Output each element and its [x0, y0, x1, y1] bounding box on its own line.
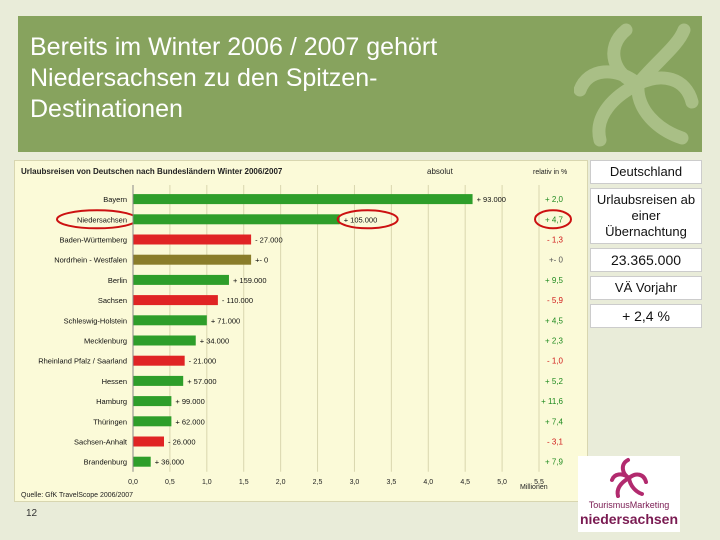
- bar: [133, 436, 165, 447]
- x-tick-label: 2,0: [276, 479, 286, 486]
- x-tick-label: 4,5: [460, 479, 470, 486]
- category-label: Berlin: [108, 276, 127, 285]
- relative-change-label: + 4,7: [545, 215, 564, 224]
- logo-swirl-icon: [610, 458, 648, 498]
- bar: [133, 355, 185, 366]
- bar: [133, 416, 172, 427]
- bar-change-label: + 36.000: [155, 458, 184, 467]
- x-tick-label: 3,5: [386, 479, 396, 486]
- category-label: Baden-Württemberg: [59, 236, 127, 245]
- bar: [133, 375, 184, 386]
- category-label: Sachsen: [98, 296, 127, 305]
- category-label: Hessen: [102, 377, 127, 386]
- category-label: Thüringen: [93, 417, 127, 426]
- relative-change-label: + 11,6: [541, 397, 563, 406]
- bar-change-label: - 21.000: [189, 357, 217, 366]
- relative-change-label: + 7,9: [545, 458, 564, 467]
- category-label: Schleswig-Holstein: [64, 316, 127, 325]
- highlight-ring: [336, 209, 399, 230]
- relative-change-label: - 5,9: [547, 296, 564, 305]
- bar-change-label: + 105.000: [344, 215, 378, 224]
- relative-change-label: + 9,5: [545, 276, 564, 285]
- category-label: Sachsen-Anhalt: [74, 438, 128, 447]
- relative-change-label: - 1,3: [547, 236, 564, 245]
- highlight-ring: [534, 209, 572, 230]
- bar-change-label: - 26.000: [168, 438, 196, 447]
- slide-number: 12: [26, 508, 38, 519]
- bar: [133, 234, 252, 245]
- category-label: Mecklenburg: [84, 337, 127, 346]
- bar-change-label: + 62.000: [175, 417, 204, 426]
- bar-change-label: - 110.000: [222, 296, 253, 305]
- category-label: Brandenburg: [84, 458, 127, 467]
- bar: [133, 194, 473, 205]
- relative-change-label: + 2,0: [545, 195, 564, 204]
- relative-change-label: + 5,2: [545, 377, 564, 386]
- relative-change-label: - 1,0: [547, 357, 564, 366]
- slide-title: Bereits im Winter 2006 / 2007 gehört Nie…: [30, 33, 438, 123]
- summary-total: 23.365.000: [590, 248, 702, 272]
- bar: [133, 295, 218, 306]
- category-label: Bayern: [103, 195, 127, 204]
- category-label: Niedersachsen: [77, 215, 127, 224]
- x-tick-label: 1,5: [239, 479, 249, 486]
- col-absolut-label: absolut: [427, 167, 454, 176]
- summary-heading: Deutschland: [590, 160, 702, 184]
- x-axis-label: Millionen: [520, 484, 548, 491]
- x-tick-label: 1,0: [202, 479, 212, 486]
- x-tick-label: 2,5: [313, 479, 323, 486]
- x-tick-label: 5,0: [497, 479, 507, 486]
- bar-change-label: + 57.000: [187, 377, 216, 386]
- bars-group: Bayern + 93.000 + 2,0 Niedersachsen + 105.00…: [38, 194, 572, 467]
- chart-panel: Urlaubsreisen von Deutschen nach Bundesl…: [14, 160, 588, 502]
- relative-change-label: + 7,4: [545, 417, 564, 426]
- bar-change-label: - 27.000: [255, 236, 283, 245]
- summary-metric: Urlaubsreisen ab einer Übernachtung: [590, 188, 702, 244]
- bar-change-label: + 159.000: [233, 276, 267, 285]
- bar-change-label: + 71.000: [211, 316, 240, 325]
- summary-comparison-value: + 2,4 %: [590, 304, 702, 328]
- col-relativ-label: relativ in %: [533, 169, 567, 176]
- bar: [133, 315, 207, 326]
- grid-lines: [132, 185, 540, 472]
- category-label: Nordrhein - Westfalen: [54, 256, 127, 265]
- bar: [133, 254, 252, 265]
- x-tick-label: 3,0: [350, 479, 360, 486]
- logo-text-main: niedersachsen: [579, 511, 679, 527]
- summary-comparison-label: VÄ Vorjahr: [590, 276, 702, 300]
- bar-change-label: + 34.000: [200, 337, 229, 346]
- bar: [133, 335, 196, 346]
- bar: [133, 274, 229, 285]
- tourismus-logo: TourismusMarketing niedersachsen: [578, 456, 680, 532]
- relative-change-label: + 2,3: [545, 337, 564, 346]
- x-tick-label: 0,0: [128, 479, 138, 486]
- logo-text-top: TourismusMarketing: [588, 500, 670, 510]
- relative-change-label: - 3,1: [547, 438, 564, 447]
- bar: [133, 456, 151, 467]
- header-band: Bereits im Winter 2006 / 2007 gehört Nie…: [18, 16, 702, 152]
- relative-change-label: +- 0: [549, 256, 564, 265]
- summary-panel: Deutschland Urlaubsreisen ab einer Übern…: [590, 160, 702, 332]
- bar: [133, 214, 340, 225]
- bar-change-label: + 93.000: [477, 195, 506, 204]
- bar-chart: Urlaubsreisen von Deutschen nach Bundesl…: [21, 167, 572, 499]
- bar-change-label: + 99.000: [175, 397, 204, 406]
- category-label: Hamburg: [96, 397, 127, 406]
- category-label: Rheinland Pfalz / Saarland: [38, 357, 127, 366]
- bar: [133, 396, 172, 407]
- x-tick-label: 4,0: [423, 479, 433, 486]
- x-tick-label: 5,5: [534, 479, 544, 486]
- x-axis: 0,0 0,5 1,0 1,5 2,0 2,5 3,0 3,5 4,0 4,5 5,0 5,5: [128, 185, 544, 486]
- x-tick-label: 0,5: [165, 479, 175, 486]
- source-note: Quelle: GfK TravelScope 2006/2007: [21, 492, 133, 499]
- swirl-logo-icon: [574, 23, 699, 147]
- chart-title: Urlaubsreisen von Deutschen nach Bundesl…: [21, 167, 283, 176]
- relative-change-label: + 4,5: [545, 316, 564, 325]
- bar-change-label: +- 0: [255, 256, 268, 265]
